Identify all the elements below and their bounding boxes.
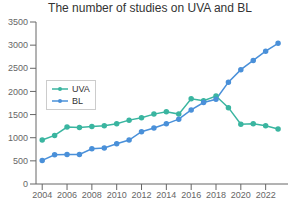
html-text:BL: BL xyxy=(72,96,83,106)
svg-text:500: 500 xyxy=(13,156,28,166)
svg-text:2020: 2020 xyxy=(231,190,251,200)
svg-text:2014: 2014 xyxy=(156,190,176,200)
html-text:UVA: UVA xyxy=(72,84,90,94)
svg-text:2012: 2012 xyxy=(132,190,152,200)
svg-text:3000: 3000 xyxy=(8,40,28,50)
svg-text:2500: 2500 xyxy=(8,63,28,73)
svg-text:1500: 1500 xyxy=(8,110,28,120)
html-text:The number of studies on UVA a: The number of studies on UVA and BL xyxy=(48,1,252,15)
svg-text:2004: 2004 xyxy=(32,190,52,200)
svg-text:2006: 2006 xyxy=(57,190,77,200)
svg-text:2000: 2000 xyxy=(8,87,28,97)
svg-text:2016: 2016 xyxy=(181,190,201,200)
svg-text:3500: 3500 xyxy=(8,17,28,27)
svg-text:2018: 2018 xyxy=(206,190,226,200)
svg-text:2008: 2008 xyxy=(82,190,102,200)
svg-text:2022: 2022 xyxy=(256,190,276,200)
svg-text:2010: 2010 xyxy=(107,190,127,200)
svg-text:0: 0 xyxy=(23,179,28,189)
svg-text:1000: 1000 xyxy=(8,133,28,143)
